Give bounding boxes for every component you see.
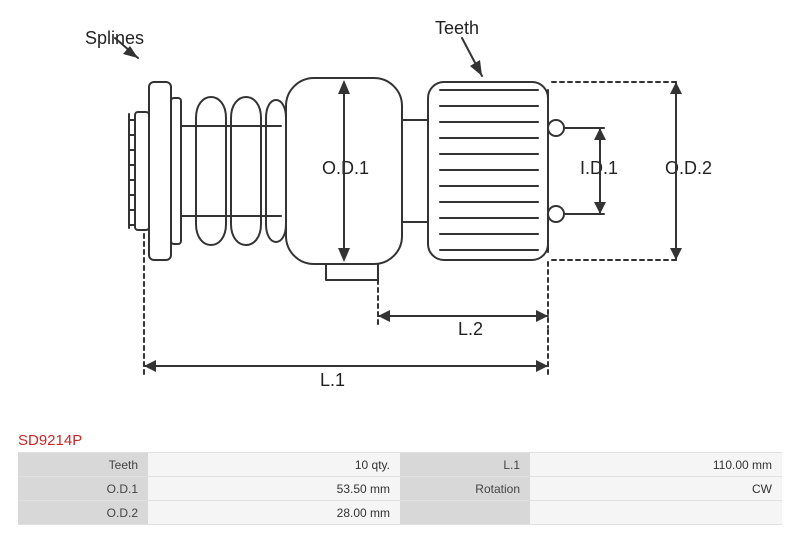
part-number: SD9214P xyxy=(18,432,82,449)
table-row: O.D.1 53.50 mm Rotation CW xyxy=(18,477,782,501)
table-row: Teeth 10 qty. L.1 110.00 mm xyxy=(18,453,782,477)
spec-label: L.1 xyxy=(400,453,530,477)
spec-label: O.D.2 xyxy=(18,501,148,525)
spec-value xyxy=(530,501,782,525)
spec-table: Teeth 10 qty. L.1 110.00 mm O.D.1 53.50 … xyxy=(18,452,782,525)
spec-label xyxy=(400,501,530,525)
spec-label: O.D.1 xyxy=(18,477,148,501)
spec-value: 28.00 mm xyxy=(148,501,400,525)
spec-value: 110.00 mm xyxy=(530,453,782,477)
technical-drawing xyxy=(60,10,740,420)
spec-label: Teeth xyxy=(18,453,148,477)
spec-label: Rotation xyxy=(400,477,530,501)
table-row: O.D.2 28.00 mm xyxy=(18,501,782,525)
spec-value: CW xyxy=(530,477,782,501)
spec-value: 10 qty. xyxy=(148,453,400,477)
spec-value: 53.50 mm xyxy=(148,477,400,501)
